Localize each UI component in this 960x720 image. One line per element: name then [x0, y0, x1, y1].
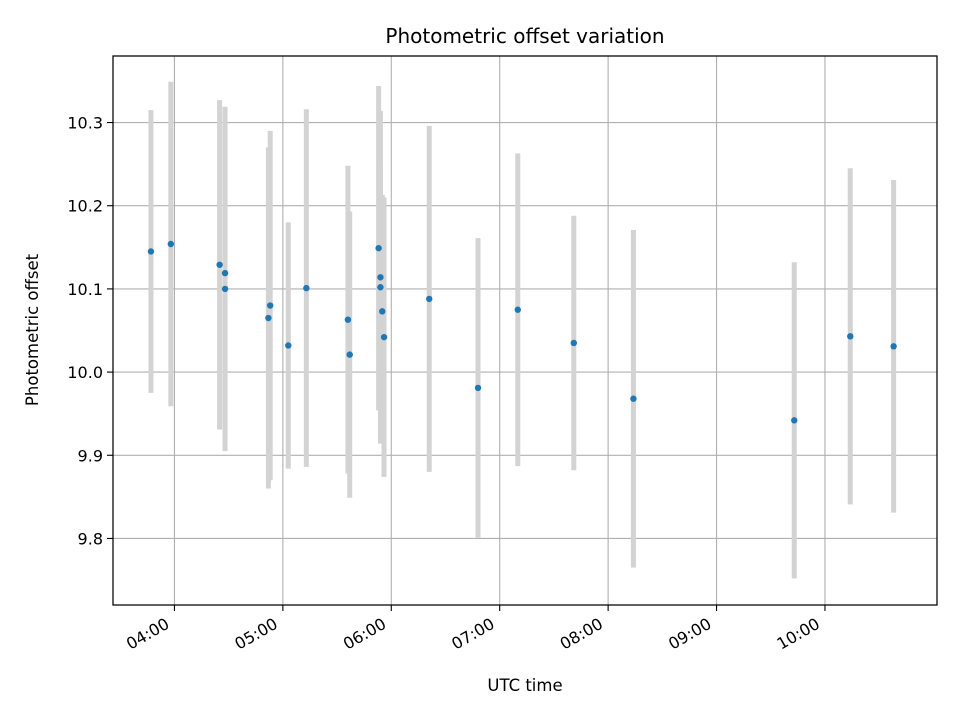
data-point — [216, 261, 223, 268]
data-point — [167, 240, 175, 248]
data-point — [847, 333, 854, 340]
data-point — [303, 284, 310, 292]
y-tick-label: 10.2 — [67, 197, 103, 216]
grid — [113, 56, 937, 605]
data-point — [474, 384, 482, 392]
data-point — [265, 314, 272, 322]
data-point — [375, 244, 382, 252]
data-point — [514, 306, 521, 313]
y-tick-label: 9.9 — [78, 446, 103, 465]
data-point — [630, 395, 637, 402]
data-point — [791, 417, 798, 424]
plot-frame — [112, 55, 938, 606]
y-axis-ticks: 9.8 9.9 10.0 10.1 10.2 10.3 — [67, 114, 113, 548]
data-points — [147, 240, 897, 424]
data-point — [890, 343, 897, 350]
y-tick-label: 10.3 — [67, 114, 103, 133]
data-point — [285, 342, 292, 349]
data-point — [147, 248, 155, 255]
data-point — [221, 285, 229, 293]
data-point — [267, 302, 274, 309]
data-point — [221, 269, 229, 277]
data-point — [346, 351, 353, 358]
data-point — [377, 274, 384, 281]
data-point — [377, 284, 384, 291]
chart-title: Photometric offset variation — [385, 24, 664, 48]
data-point — [379, 308, 386, 315]
y-axis-label: Photometric offset — [23, 253, 42, 406]
x-axis-label: UTC time — [487, 676, 562, 695]
y-tick-label: 9.8 — [78, 529, 103, 548]
data-point — [380, 333, 388, 341]
data-point — [426, 295, 433, 303]
data-point — [570, 339, 577, 347]
y-tick-label: 10.0 — [67, 363, 103, 382]
data-point — [344, 316, 352, 323]
y-tick-label: 10.1 — [67, 280, 103, 299]
